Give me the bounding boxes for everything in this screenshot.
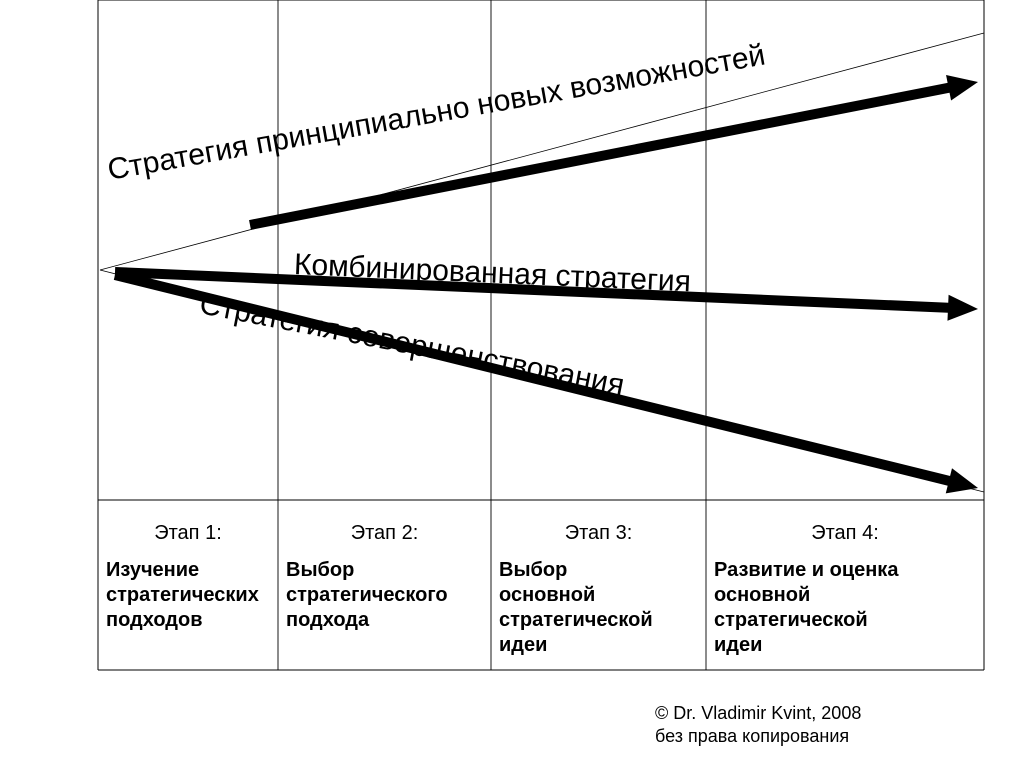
stage-1-header: Этап 1: <box>98 522 278 545</box>
stage-4-desc: Развитие и оценкаосновнойстратегическойи… <box>714 558 982 658</box>
stage-4-header: Этап 4: <box>706 522 984 545</box>
credit-line-2: без права копирования <box>655 725 861 748</box>
diagram-canvas: Стратегия принципиально новых возможност… <box>0 0 1024 767</box>
credit-line-1: © Dr. Vladimir Kvint, 2008 <box>655 702 861 725</box>
stage-1-desc: Изучениестратегическихподходов <box>106 558 276 633</box>
stage-2-header: Этап 2: <box>278 522 491 545</box>
arrow-top-head <box>946 75 978 101</box>
arrow-top-shaft <box>250 86 957 225</box>
credit-block: © Dr. Vladimir Kvint, 2008 без права коп… <box>655 702 861 749</box>
arrow-middle-head <box>947 295 978 321</box>
stage-2-desc: Выборстратегическогоподхода <box>286 558 489 633</box>
stage-3-header: Этап 3: <box>491 522 706 545</box>
stage-3-desc: Выборосновнойстратегическойидеи <box>499 558 704 658</box>
